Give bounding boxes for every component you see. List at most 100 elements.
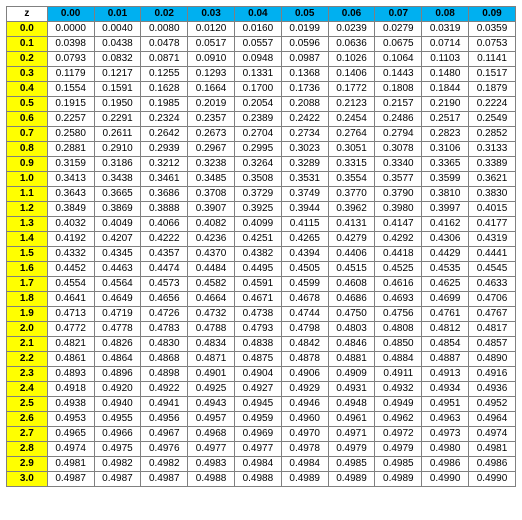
cell: 0.4699 bbox=[422, 292, 469, 307]
cell: 0.0948 bbox=[234, 52, 281, 67]
cell: 0.4693 bbox=[375, 292, 422, 307]
cell: 0.2054 bbox=[234, 97, 281, 112]
cell: 0.2852 bbox=[469, 127, 516, 142]
cell: 0.4965 bbox=[47, 427, 94, 442]
cell: 0.4901 bbox=[188, 367, 235, 382]
header-row: z0.000.010.020.030.040.050.060.070.080.0… bbox=[7, 7, 516, 22]
cell: 0.0040 bbox=[94, 22, 141, 37]
cell: 0.4656 bbox=[141, 292, 188, 307]
cell: 0.3980 bbox=[375, 202, 422, 217]
cell: 0.4719 bbox=[94, 307, 141, 322]
cell: 0.3621 bbox=[469, 172, 516, 187]
cell: 0.4890 bbox=[469, 352, 516, 367]
cell: 0.4909 bbox=[328, 367, 375, 382]
table-row: 2.70.49650.49660.49670.49680.49690.49700… bbox=[7, 427, 516, 442]
cell: 0.4406 bbox=[328, 247, 375, 262]
cell: 0.2486 bbox=[375, 112, 422, 127]
cell: 0.3810 bbox=[422, 187, 469, 202]
cell: 0.4591 bbox=[234, 277, 281, 292]
col-head-0: 0.00 bbox=[47, 7, 94, 22]
cell: 0.2881 bbox=[47, 142, 94, 157]
cell: 0.2224 bbox=[469, 97, 516, 112]
cell: 0.4370 bbox=[188, 247, 235, 262]
table-body: 0.00.00000.00400.00800.01200.01600.01990… bbox=[7, 22, 516, 487]
cell: 0.3997 bbox=[422, 202, 469, 217]
cell: 0.4934 bbox=[422, 382, 469, 397]
row-head-3: 0.3 bbox=[7, 67, 48, 82]
cell: 0.4961 bbox=[328, 412, 375, 427]
cell: 0.4990 bbox=[422, 472, 469, 487]
cell: 0.4049 bbox=[94, 217, 141, 232]
cell: 0.4985 bbox=[328, 457, 375, 472]
cell: 0.4918 bbox=[47, 382, 94, 397]
cell: 0.4987 bbox=[141, 472, 188, 487]
cell: 0.4783 bbox=[141, 322, 188, 337]
cell: 0.4981 bbox=[47, 457, 94, 472]
cell: 0.1217 bbox=[94, 67, 141, 82]
cell: 0.4713 bbox=[47, 307, 94, 322]
cell: 0.1844 bbox=[422, 82, 469, 97]
cell: 0.3389 bbox=[469, 157, 516, 172]
cell: 0.4985 bbox=[375, 457, 422, 472]
cell: 0.3962 bbox=[328, 202, 375, 217]
cell: 0.4474 bbox=[141, 262, 188, 277]
cell: 0.0120 bbox=[188, 22, 235, 37]
cell: 0.4032 bbox=[47, 217, 94, 232]
cell: 0.1517 bbox=[469, 67, 516, 82]
col-head-9: 0.09 bbox=[469, 7, 516, 22]
cell: 0.0910 bbox=[188, 52, 235, 67]
cell: 0.1255 bbox=[141, 67, 188, 82]
cell: 0.4956 bbox=[141, 412, 188, 427]
table-row: 2.10.48210.48260.48300.48340.48380.48420… bbox=[7, 337, 516, 352]
cell: 0.4099 bbox=[234, 217, 281, 232]
cell: 0.4979 bbox=[375, 442, 422, 457]
cell: 0.4525 bbox=[375, 262, 422, 277]
cell: 0.4871 bbox=[188, 352, 235, 367]
table-row: 2.60.49530.49550.49560.49570.49590.49600… bbox=[7, 412, 516, 427]
cell: 0.4927 bbox=[234, 382, 281, 397]
row-head-1: 0.1 bbox=[7, 37, 48, 52]
cell: 0.3289 bbox=[281, 157, 328, 172]
cell: 0.4989 bbox=[328, 472, 375, 487]
cell: 0.4821 bbox=[47, 337, 94, 352]
col-head-5: 0.05 bbox=[281, 7, 328, 22]
cell: 0.4394 bbox=[281, 247, 328, 262]
table-row: 3.00.49870.49870.49870.49880.49880.49890… bbox=[7, 472, 516, 487]
cell: 0.4904 bbox=[234, 367, 281, 382]
cell: 0.4793 bbox=[234, 322, 281, 337]
cell: 0.4846 bbox=[328, 337, 375, 352]
cell: 0.3264 bbox=[234, 157, 281, 172]
cell: 0.4788 bbox=[188, 322, 235, 337]
cell: 0.2517 bbox=[422, 112, 469, 127]
row-head-5: 0.5 bbox=[7, 97, 48, 112]
cell: 0.4898 bbox=[141, 367, 188, 382]
cell: 0.4987 bbox=[47, 472, 94, 487]
cell: 0.3686 bbox=[141, 187, 188, 202]
cell: 0.4641 bbox=[47, 292, 94, 307]
cell: 0.3888 bbox=[141, 202, 188, 217]
cell: 0.4850 bbox=[375, 337, 422, 352]
cell: 0.4345 bbox=[94, 247, 141, 262]
cell: 0.3508 bbox=[234, 172, 281, 187]
cell: 0.4767 bbox=[469, 307, 516, 322]
cell: 0.1591 bbox=[94, 82, 141, 97]
cell: 0.4953 bbox=[47, 412, 94, 427]
cell: 0.4962 bbox=[375, 412, 422, 427]
cell: 0.4826 bbox=[94, 337, 141, 352]
cell: 0.4963 bbox=[422, 412, 469, 427]
cell: 0.4582 bbox=[188, 277, 235, 292]
cell: 0.4967 bbox=[141, 427, 188, 442]
cell: 0.0753 bbox=[469, 37, 516, 52]
cell: 0.0359 bbox=[469, 22, 516, 37]
cell: 0.3461 bbox=[141, 172, 188, 187]
cell: 0.4969 bbox=[234, 427, 281, 442]
cell: 0.4279 bbox=[328, 232, 375, 247]
cell: 0.2324 bbox=[141, 112, 188, 127]
cell: 0.4878 bbox=[281, 352, 328, 367]
cell: 0.1736 bbox=[281, 82, 328, 97]
row-head-19: 1.9 bbox=[7, 307, 48, 322]
row-head-29: 2.9 bbox=[7, 457, 48, 472]
cell: 0.4664 bbox=[188, 292, 235, 307]
cell: 0.4893 bbox=[47, 367, 94, 382]
cell: 0.4812 bbox=[422, 322, 469, 337]
